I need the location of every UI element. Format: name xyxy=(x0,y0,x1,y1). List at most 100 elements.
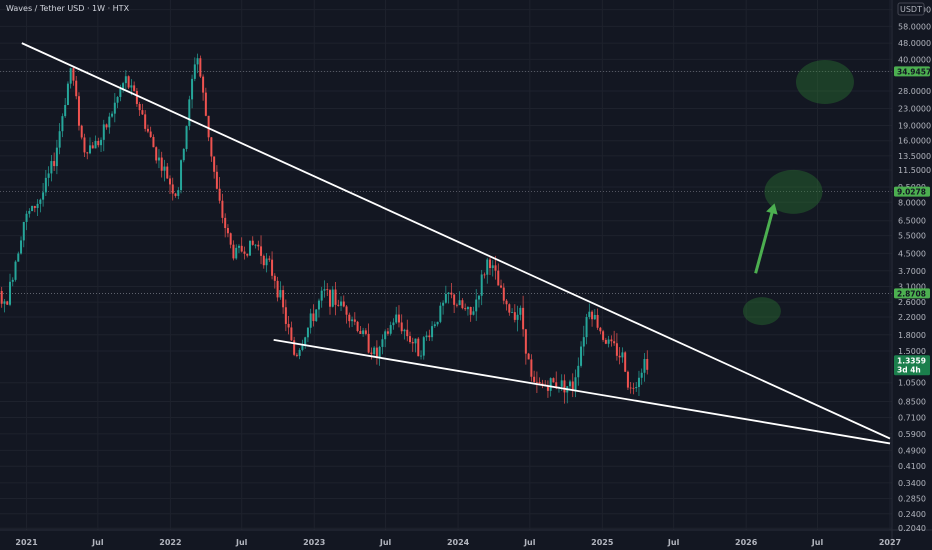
candle-down xyxy=(287,315,290,335)
candle-down xyxy=(428,329,431,341)
candle-body xyxy=(613,341,616,344)
candle-body xyxy=(185,126,188,149)
candle-up xyxy=(309,308,312,334)
candle-down xyxy=(260,235,263,265)
candle-down xyxy=(397,305,400,328)
candle-body xyxy=(265,258,268,266)
candle-down xyxy=(629,382,632,394)
candle-body xyxy=(75,80,78,97)
candle-down xyxy=(160,151,163,178)
y-tick-label: 28.0000 xyxy=(898,87,931,96)
candle-up xyxy=(64,98,67,118)
candle-body xyxy=(77,96,80,126)
candle-body xyxy=(6,301,9,305)
candle-down xyxy=(97,137,100,148)
candle-body xyxy=(306,327,309,338)
candle-body xyxy=(403,329,406,332)
candle-down xyxy=(229,232,232,249)
candle-body xyxy=(11,279,14,282)
candle-body xyxy=(133,85,136,91)
price-tag-label: 1.3359 xyxy=(897,356,926,365)
candle-up xyxy=(254,244,257,249)
candle-down xyxy=(326,283,329,297)
candle-down xyxy=(364,328,367,336)
candle-body xyxy=(312,313,315,322)
candle-down xyxy=(411,337,414,352)
candle-body xyxy=(640,372,643,378)
candle-body xyxy=(632,387,635,389)
candle-body xyxy=(549,378,552,391)
candle-body xyxy=(527,353,530,360)
x-tick-label: 2025 xyxy=(591,538,614,547)
y-tick-label: 0.2400 xyxy=(898,510,926,519)
currency-badge[interactable]: USDT xyxy=(897,2,925,16)
candle-body xyxy=(28,211,31,214)
candle-up xyxy=(31,205,34,212)
candle-down xyxy=(571,373,574,398)
candle-up xyxy=(235,244,238,260)
candle-body xyxy=(138,103,141,111)
target-ellipse xyxy=(742,297,781,326)
candle-body xyxy=(202,76,205,93)
candle-body xyxy=(643,359,646,373)
candle-up xyxy=(431,321,434,342)
candle-up xyxy=(475,289,478,321)
candle-down xyxy=(400,314,403,335)
candle-up xyxy=(17,251,20,262)
candle-body xyxy=(599,327,602,332)
candle-down xyxy=(155,146,158,164)
candle-up xyxy=(188,95,191,131)
candle-body xyxy=(486,259,489,275)
candle-body xyxy=(271,259,274,276)
y-tick-label: 0.4100 xyxy=(898,462,926,471)
candle-down xyxy=(613,330,616,346)
y-tick-label: 11.5000 xyxy=(898,166,931,175)
candle-down xyxy=(527,352,530,360)
candle-body xyxy=(268,258,271,260)
candle-down xyxy=(273,273,276,289)
candle-up xyxy=(89,137,91,155)
candle-down xyxy=(226,224,229,238)
candle-down xyxy=(91,142,94,149)
candle-up xyxy=(36,199,39,216)
candle-body xyxy=(66,83,69,105)
candle-body xyxy=(511,312,514,313)
y-tick-label: 8.0000 xyxy=(898,198,926,207)
candle-body xyxy=(362,330,365,334)
candle-body xyxy=(406,329,409,337)
candle-body xyxy=(331,289,334,307)
candle-body xyxy=(89,145,91,154)
candle-down xyxy=(138,101,141,116)
candle-up xyxy=(94,135,97,149)
candle-body xyxy=(249,240,251,256)
candle-body xyxy=(436,321,439,325)
candle-body xyxy=(36,203,39,209)
y-tick-label: 1.0500 xyxy=(898,379,926,388)
candle-body xyxy=(47,173,50,178)
candle-down xyxy=(75,75,78,100)
candle-down xyxy=(345,305,348,324)
time-axis[interactable]: Jul 2021 Jul 2022 Jul 2023 Jul 2024 Jul 2025 Jul 20… xyxy=(0,538,901,547)
candle-up xyxy=(320,286,323,308)
candle-down xyxy=(271,251,274,280)
candle-down xyxy=(262,254,265,269)
candle-up xyxy=(403,328,406,340)
candle-body xyxy=(293,340,296,355)
candle-down xyxy=(105,123,108,130)
candle-up xyxy=(593,309,596,320)
candle-body xyxy=(17,253,20,262)
candle-down xyxy=(218,177,221,204)
candle-body xyxy=(282,290,285,308)
candle-body xyxy=(279,290,282,298)
candle-down xyxy=(615,333,618,361)
candle-body xyxy=(284,307,287,324)
candle-up xyxy=(185,125,188,152)
candle-down xyxy=(146,124,149,134)
candle-body xyxy=(420,355,423,357)
candle-body xyxy=(455,304,458,306)
candle-up xyxy=(331,286,334,308)
candle-down xyxy=(599,326,602,335)
candle-up xyxy=(265,253,268,273)
candle-up xyxy=(323,280,326,298)
